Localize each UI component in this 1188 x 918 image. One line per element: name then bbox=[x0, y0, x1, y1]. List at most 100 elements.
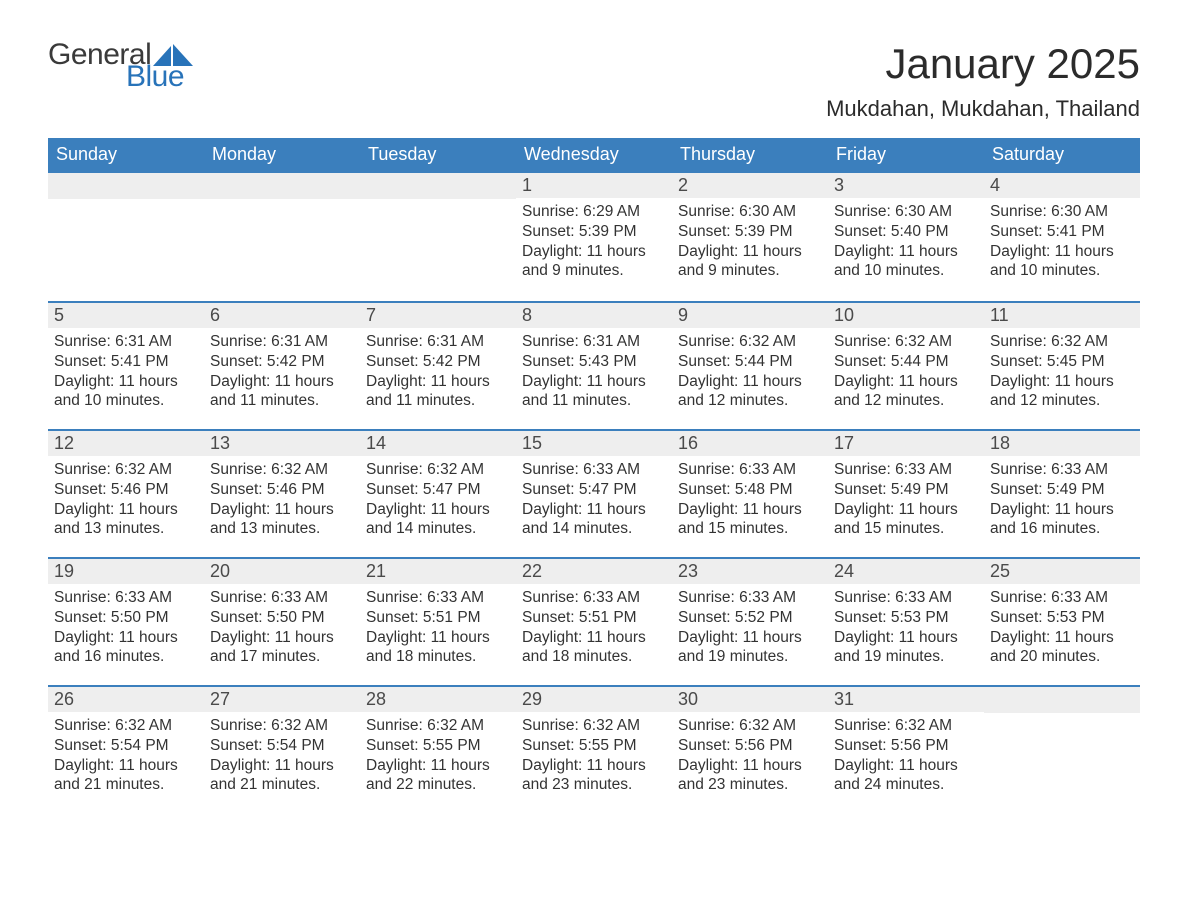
day-body: Sunrise: 6:32 AMSunset: 5:45 PMDaylight:… bbox=[984, 328, 1140, 429]
day-number: 16 bbox=[678, 433, 698, 453]
sunset-line: Sunset: 5:45 PM bbox=[990, 352, 1134, 372]
daylight-line: Daylight: 11 hours and 17 minutes. bbox=[210, 628, 354, 668]
daylight-line: Daylight: 11 hours and 16 minutes. bbox=[990, 500, 1134, 540]
daylight-line: Daylight: 11 hours and 10 minutes. bbox=[834, 242, 978, 282]
day-body: Sunrise: 6:33 AMSunset: 5:51 PMDaylight:… bbox=[516, 584, 672, 685]
weeks-container: 1Sunrise: 6:29 AMSunset: 5:39 PMDaylight… bbox=[48, 173, 1140, 813]
day-body: Sunrise: 6:33 AMSunset: 5:52 PMDaylight:… bbox=[672, 584, 828, 685]
day-number: 18 bbox=[990, 433, 1010, 453]
day-body: Sunrise: 6:30 AMSunset: 5:41 PMDaylight:… bbox=[984, 198, 1140, 301]
daylight-line: Daylight: 11 hours and 9 minutes. bbox=[678, 242, 822, 282]
day-body: Sunrise: 6:32 AMSunset: 5:46 PMDaylight:… bbox=[48, 456, 204, 557]
daylight-line: Daylight: 11 hours and 20 minutes. bbox=[990, 628, 1134, 668]
sunset-line: Sunset: 5:52 PM bbox=[678, 608, 822, 628]
sunset-line: Sunset: 5:41 PM bbox=[54, 352, 198, 372]
day-body: Sunrise: 6:33 AMSunset: 5:53 PMDaylight:… bbox=[984, 584, 1140, 685]
day-number: 19 bbox=[54, 561, 74, 581]
sunset-line: Sunset: 5:54 PM bbox=[210, 736, 354, 756]
sunset-line: Sunset: 5:56 PM bbox=[834, 736, 978, 756]
sunrise-line: Sunrise: 6:30 AM bbox=[678, 202, 822, 222]
day-cell bbox=[360, 173, 516, 301]
weekday-header-cell: Tuesday bbox=[360, 138, 516, 173]
weekday-header-cell: Wednesday bbox=[516, 138, 672, 173]
sunrise-line: Sunrise: 6:32 AM bbox=[678, 332, 822, 352]
daylight-line: Daylight: 11 hours and 19 minutes. bbox=[834, 628, 978, 668]
day-number-bar: 1 bbox=[516, 173, 672, 198]
day-cell: 11 Sunrise: 6:32 AMSunset: 5:45 PMDayligh… bbox=[984, 303, 1140, 429]
sunset-line: Sunset: 5:53 PM bbox=[834, 608, 978, 628]
sunset-line: Sunset: 5:42 PM bbox=[366, 352, 510, 372]
sunrise-line: Sunrise: 6:33 AM bbox=[210, 588, 354, 608]
day-number-bar: 15 bbox=[516, 431, 672, 456]
day-number-bar bbox=[984, 687, 1140, 713]
day-cell: 25Sunrise: 6:33 AMSunset: 5:53 PMDayligh… bbox=[984, 559, 1140, 685]
day-number: 4 bbox=[990, 175, 1000, 195]
day-number-bar: 30 bbox=[672, 687, 828, 712]
weekday-header-cell: Thursday bbox=[672, 138, 828, 173]
daylight-line: Daylight: 11 hours and 11 minutes. bbox=[522, 372, 666, 412]
day-body: Sunrise: 6:30 AMSunset: 5:39 PMDaylight:… bbox=[672, 198, 828, 301]
day-number-bar: 4 bbox=[984, 173, 1140, 198]
calendar-page: General Blue January 2025 Mukdahan, Mukd… bbox=[0, 0, 1188, 918]
day-number-bar: 17 bbox=[828, 431, 984, 456]
day-cell: 21Sunrise: 6:33 AMSunset: 5:51 PMDayligh… bbox=[360, 559, 516, 685]
day-number-bar: 11 bbox=[984, 303, 1140, 328]
sunrise-line: Sunrise: 6:31 AM bbox=[210, 332, 354, 352]
day-number: 29 bbox=[522, 689, 542, 709]
day-cell: 7Sunrise: 6:31 AMSunset: 5:42 PMDaylight… bbox=[360, 303, 516, 429]
day-number: 9 bbox=[678, 305, 688, 325]
day-number: 2 bbox=[678, 175, 688, 195]
sunset-line: Sunset: 5:49 PM bbox=[834, 480, 978, 500]
daylight-line: Daylight: 11 hours and 16 minutes. bbox=[54, 628, 198, 668]
day-body: Sunrise: 6:33 AMSunset: 5:49 PMDaylight:… bbox=[984, 456, 1140, 557]
day-cell: 20Sunrise: 6:33 AMSunset: 5:50 PMDayligh… bbox=[204, 559, 360, 685]
day-number: 6 bbox=[210, 305, 220, 325]
sunset-line: Sunset: 5:55 PM bbox=[366, 736, 510, 756]
daylight-line: Daylight: 11 hours and 18 minutes. bbox=[522, 628, 666, 668]
sunset-line: Sunset: 5:46 PM bbox=[210, 480, 354, 500]
day-number-bar: 5 bbox=[48, 303, 204, 328]
day-number: 20 bbox=[210, 561, 230, 581]
sunrise-line: Sunrise: 6:32 AM bbox=[366, 716, 510, 736]
sunset-line: Sunset: 5:56 PM bbox=[678, 736, 822, 756]
week-row: 12Sunrise: 6:32 AMSunset: 5:46 PMDayligh… bbox=[48, 429, 1140, 557]
sunrise-line: Sunrise: 6:33 AM bbox=[366, 588, 510, 608]
day-cell bbox=[48, 173, 204, 301]
day-body: Sunrise: 6:32 AMSunset: 5:44 PMDaylight:… bbox=[828, 328, 984, 429]
day-number: 27 bbox=[210, 689, 230, 709]
day-number-bar: 21 bbox=[360, 559, 516, 584]
day-number-bar: 24 bbox=[828, 559, 984, 584]
day-number: 10 bbox=[834, 305, 854, 325]
day-cell: 13Sunrise: 6:32 AMSunset: 5:46 PMDayligh… bbox=[204, 431, 360, 557]
daylight-line: Daylight: 11 hours and 24 minutes. bbox=[834, 756, 978, 796]
daylight-line: Daylight: 11 hours and 15 minutes. bbox=[834, 500, 978, 540]
day-body: Sunrise: 6:32 AMSunset: 5:54 PMDaylight:… bbox=[204, 712, 360, 813]
day-body: Sunrise: 6:32 AMSunset: 5:47 PMDaylight:… bbox=[360, 456, 516, 557]
day-body: Sunrise: 6:31 AMSunset: 5:42 PMDaylight:… bbox=[204, 328, 360, 429]
sunset-line: Sunset: 5:55 PM bbox=[522, 736, 666, 756]
day-cell: 5Sunrise: 6:31 AMSunset: 5:41 PMDaylight… bbox=[48, 303, 204, 429]
daylight-line: Daylight: 11 hours and 23 minutes. bbox=[678, 756, 822, 796]
sunset-line: Sunset: 5:40 PM bbox=[834, 222, 978, 242]
day-number-bar: 12 bbox=[48, 431, 204, 456]
sunrise-line: Sunrise: 6:33 AM bbox=[522, 588, 666, 608]
day-number: 31 bbox=[834, 689, 854, 709]
sunset-line: Sunset: 5:51 PM bbox=[366, 608, 510, 628]
sunrise-line: Sunrise: 6:33 AM bbox=[990, 460, 1134, 480]
day-cell: 8Sunrise: 6:31 AMSunset: 5:43 PMDaylight… bbox=[516, 303, 672, 429]
day-cell: 3Sunrise: 6:30 AMSunset: 5:40 PMDaylight… bbox=[828, 173, 984, 301]
sunset-line: Sunset: 5:48 PM bbox=[678, 480, 822, 500]
day-body: Sunrise: 6:32 AMSunset: 5:56 PMDaylight:… bbox=[672, 712, 828, 813]
daylight-line: Daylight: 11 hours and 12 minutes. bbox=[678, 372, 822, 412]
day-number: 11 bbox=[990, 305, 1009, 325]
day-number: 1 bbox=[522, 175, 532, 195]
sunset-line: Sunset: 5:54 PM bbox=[54, 736, 198, 756]
sunrise-line: Sunrise: 6:32 AM bbox=[834, 332, 978, 352]
sunset-line: Sunset: 5:41 PM bbox=[990, 222, 1134, 242]
daylight-line: Daylight: 11 hours and 10 minutes. bbox=[54, 372, 198, 412]
sunset-line: Sunset: 5:44 PM bbox=[834, 352, 978, 372]
day-number-bar: 25 bbox=[984, 559, 1140, 584]
day-cell: 28Sunrise: 6:32 AMSunset: 5:55 PMDayligh… bbox=[360, 687, 516, 813]
sunset-line: Sunset: 5:47 PM bbox=[522, 480, 666, 500]
day-cell: 2 Sunrise: 6:30 AMSunset: 5:39 PMDaylight… bbox=[672, 173, 828, 301]
